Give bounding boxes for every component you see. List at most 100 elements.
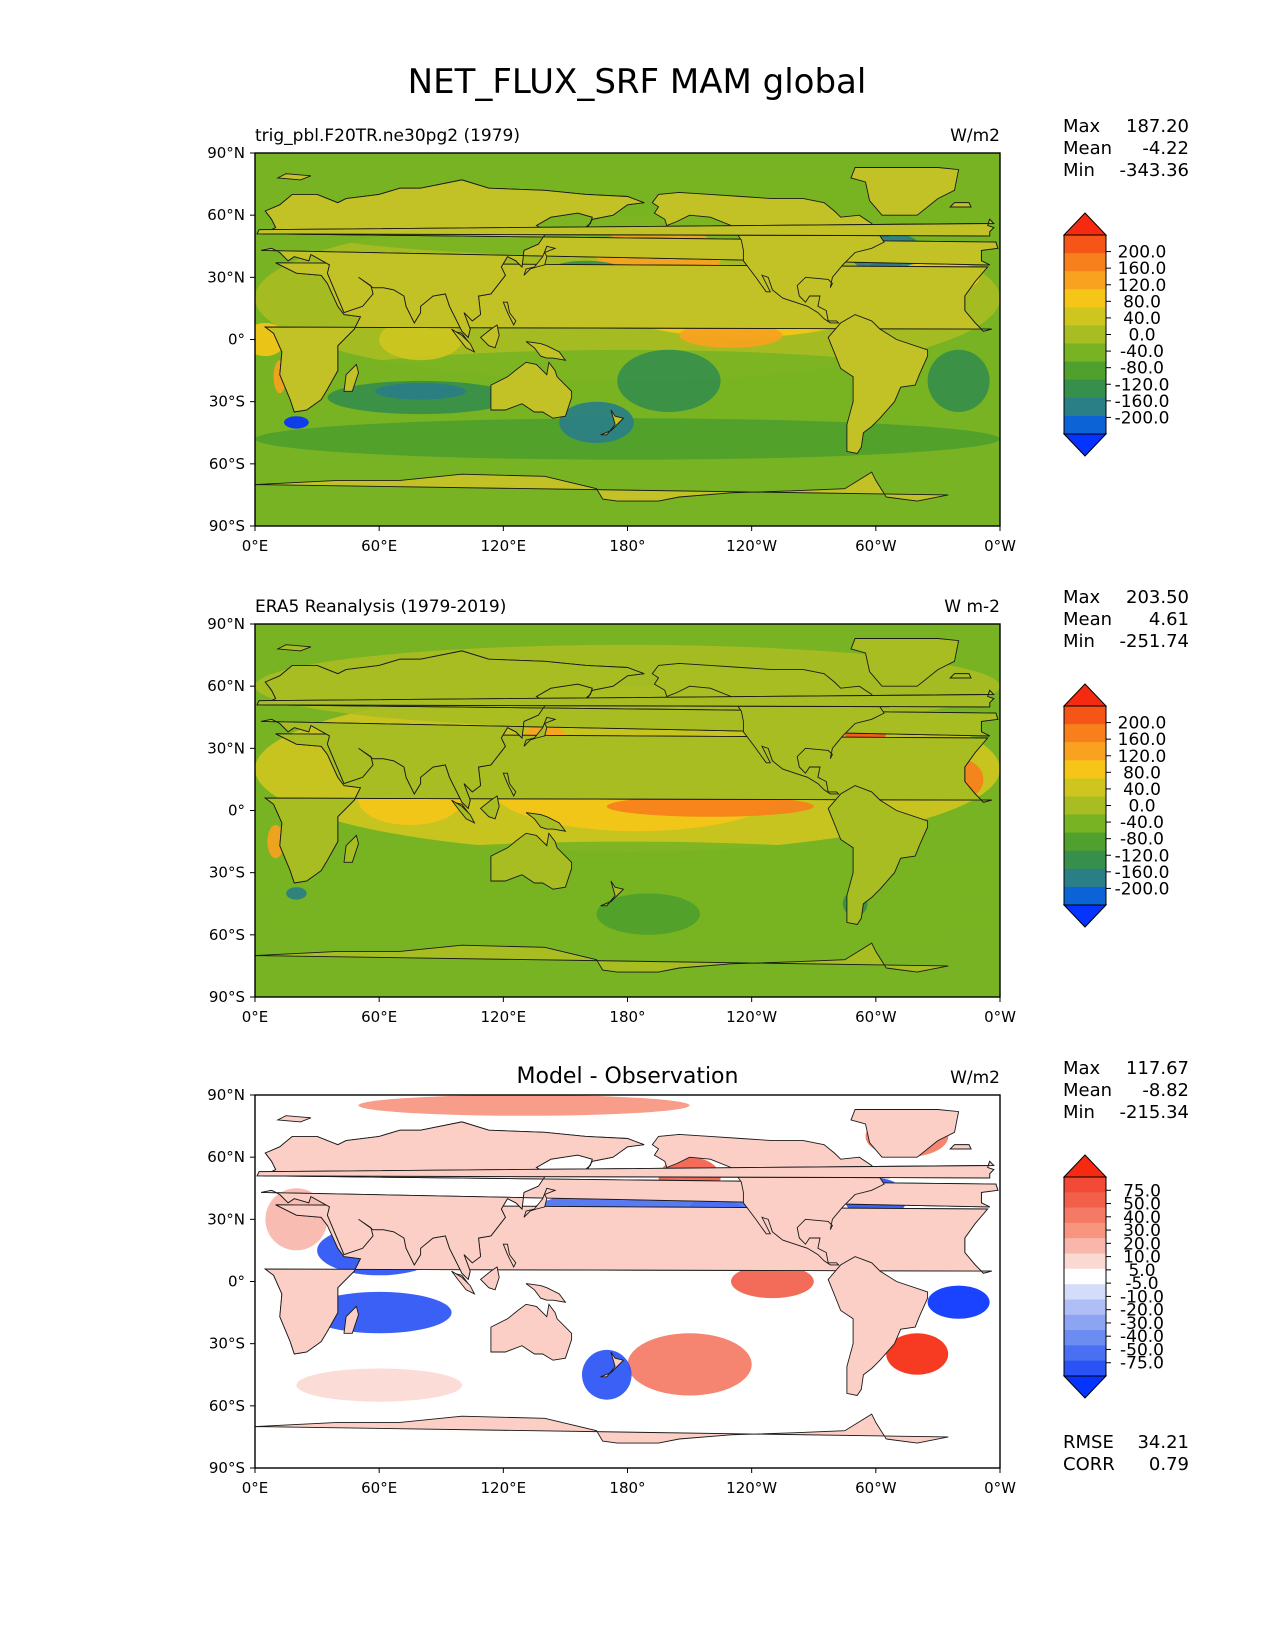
colorbar-segment xyxy=(1064,778,1106,798)
colorbar-tick-label: 75.0 xyxy=(1123,1181,1161,1201)
footer-value: 34.21 xyxy=(1137,1432,1189,1453)
x-tick-label: 120°E xyxy=(481,1479,527,1497)
colorbar-segment xyxy=(1064,1330,1106,1346)
x-tick-label: 60°W xyxy=(855,1479,897,1497)
colorbar-tick-label: 80.0 xyxy=(1123,763,1161,783)
colorbar-tick-label: 50.0 xyxy=(1123,1195,1161,1215)
stat-label: Mean xyxy=(1063,1080,1112,1101)
y-tick-label: 60°S xyxy=(209,926,245,944)
coastline-sumatra xyxy=(451,799,476,824)
y-tick-label: 90°S xyxy=(209,988,245,1006)
field-patch-6 xyxy=(679,323,783,348)
colorbar-segment xyxy=(1064,1314,1106,1331)
y-tick-label: 60°N xyxy=(207,1148,245,1166)
coastline-greenland xyxy=(850,638,960,687)
data-field xyxy=(255,1095,1000,1468)
y-tick-label: 30°N xyxy=(207,268,245,286)
x-tick-label: 120°W xyxy=(726,537,777,555)
colorbar-tick-label: 5.0 xyxy=(1128,1261,1155,1281)
field-patch-9 xyxy=(927,1285,990,1319)
field-patch-15 xyxy=(358,1095,690,1116)
stat-value: 117.67 xyxy=(1126,1058,1189,1079)
x-tick-label: 0°E xyxy=(242,1479,269,1497)
colorbar-segment xyxy=(1064,724,1106,743)
panel-left-title: trig_pbl.F20TR.ne30pg2 (1979) xyxy=(255,126,520,146)
colorbar: 200.0160.0120.080.040.00.0-40.0-80.0-120… xyxy=(1062,683,1170,928)
field-patch-8 xyxy=(886,1333,949,1375)
stat-label: Min xyxy=(1063,631,1095,652)
colorbar-tick-label: 200.0 xyxy=(1118,243,1167,263)
coastline-samerica xyxy=(827,785,929,926)
y-tick-label: 60°N xyxy=(207,677,245,695)
colorbar-tick-label: -50.0 xyxy=(1120,1340,1164,1360)
colorbar-tick-label: 200.0 xyxy=(1118,714,1167,734)
colorbar-segment xyxy=(1064,253,1106,272)
colorbar-tick-label: -200.0 xyxy=(1115,879,1170,899)
field-patch-1 xyxy=(255,841,1000,925)
stat-value: -8.82 xyxy=(1142,1080,1189,1101)
coastline-uk xyxy=(256,1160,995,1179)
x-tick-label: 60°W xyxy=(855,1008,897,1026)
coastline-borneo xyxy=(479,324,500,349)
coastline-philippines xyxy=(502,772,517,797)
coastline-borneo xyxy=(479,1266,500,1291)
colorbar: 75.050.040.030.020.010.05.0-5.0-10.0-20.… xyxy=(1062,1154,1164,1399)
field-patch-10 xyxy=(267,825,285,859)
colorbar-tick-label: 40.0 xyxy=(1123,780,1161,800)
colorbar-tick-label: -30.0 xyxy=(1120,1314,1164,1334)
coastline-antarctica xyxy=(255,471,949,526)
coastline-madagascar xyxy=(343,834,359,863)
x-tick-label: 120°W xyxy=(726,1479,777,1497)
colorbar-segment xyxy=(1064,706,1106,725)
coastline-antarctica xyxy=(255,1413,949,1468)
colorbar-segment xyxy=(1064,868,1106,888)
coastline-borneo xyxy=(479,795,500,820)
field-patch-2 xyxy=(255,418,1000,460)
colorbar-tick-label: -5.0 xyxy=(1125,1274,1158,1294)
map-panel-model: 0°E 60°E 120°E 180° 120°W 60°W 0°W 90°N 60°N 30°N… xyxy=(207,116,1189,555)
coastline-samerica xyxy=(827,314,929,455)
y-tick-label: 30°S xyxy=(209,393,245,411)
colorbar-segment xyxy=(1064,307,1106,327)
y-tick-label: 90°N xyxy=(207,144,245,162)
figure-title: NET_FLUX_SRF MAM global xyxy=(408,62,867,102)
stat-value: -4.22 xyxy=(1142,138,1189,159)
x-tick-label: 0°W xyxy=(984,1479,1016,1497)
coastline-sumatra xyxy=(451,328,476,353)
coastline-nz xyxy=(600,409,625,436)
colorbar-segment xyxy=(1064,1192,1106,1209)
coastline-eurasia xyxy=(261,650,999,810)
colorbar-tick-label: 0.0 xyxy=(1128,326,1155,346)
colorbar: 200.0160.0120.080.040.00.0-40.0-80.0-120… xyxy=(1062,212,1170,457)
colorbar-segment xyxy=(1064,796,1106,816)
colorbar-segment xyxy=(1064,361,1106,381)
colorbar-segment xyxy=(1064,415,1106,435)
coastline-nz xyxy=(600,880,625,907)
stat-value: 187.20 xyxy=(1126,116,1189,137)
stat-value: 4.61 xyxy=(1149,609,1189,630)
y-tick-label: 30°S xyxy=(209,1335,245,1353)
colorbar-tick-label: 30.0 xyxy=(1123,1221,1161,1241)
field-patch-13 xyxy=(265,1188,328,1251)
colorbar-tick-label: -75.0 xyxy=(1120,1354,1164,1374)
coastline-nz xyxy=(600,1351,625,1378)
x-tick-label: 0°W xyxy=(984,1008,1016,1026)
panel-center-title: Model - Observation xyxy=(517,1064,739,1089)
footer-label: RMSE xyxy=(1063,1432,1114,1453)
y-tick-label: 60°N xyxy=(207,206,245,224)
colorbar-segment xyxy=(1064,742,1106,761)
y-tick-label: 30°N xyxy=(207,1210,245,1228)
coastline-samerica xyxy=(827,1256,929,1397)
coastline-sumatra xyxy=(451,1270,476,1295)
colorbar-tick-label: 40.0 xyxy=(1123,309,1161,329)
colorbar-tick-label: -200.0 xyxy=(1115,408,1170,428)
colorbar-segment xyxy=(1064,850,1106,870)
data-field xyxy=(255,624,1000,997)
colorbar-segment xyxy=(1064,397,1106,417)
coastline-uk xyxy=(256,218,995,237)
colorbar-tick-label: 40.0 xyxy=(1123,1208,1161,1228)
colorbar-extend-bottom xyxy=(1062,433,1108,457)
coastline-japan xyxy=(523,716,557,747)
colorbar-segment xyxy=(1064,1345,1106,1362)
field-patch-12 xyxy=(296,1368,463,1402)
